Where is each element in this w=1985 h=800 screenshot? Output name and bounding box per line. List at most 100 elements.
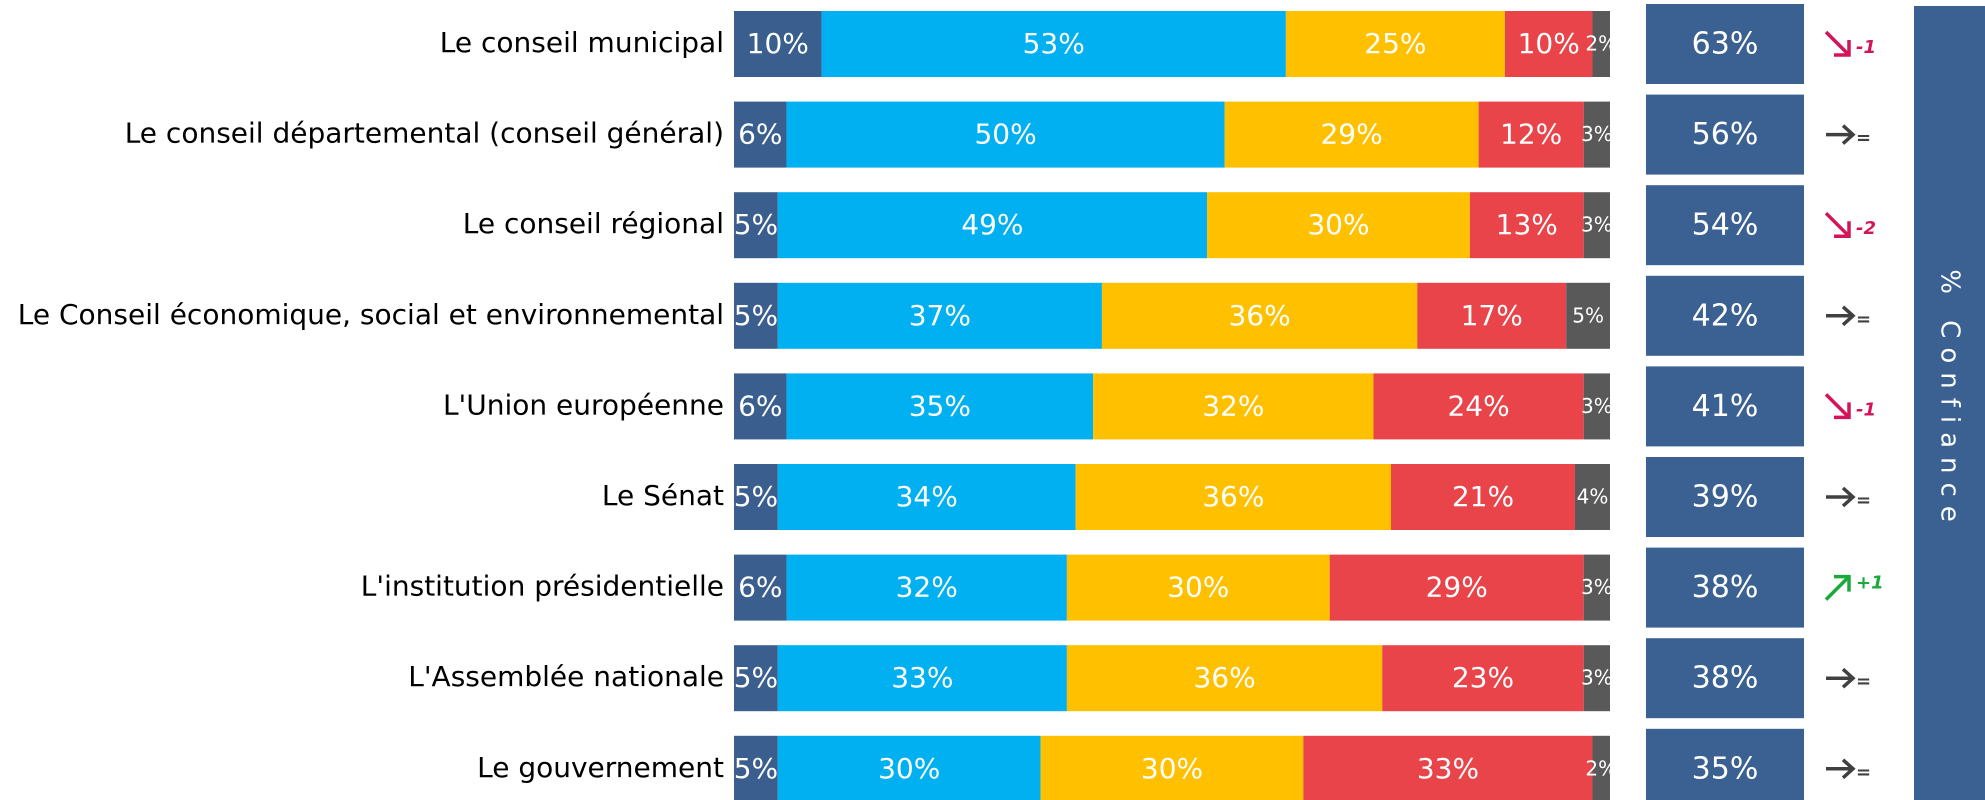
bar-segment xyxy=(1469,192,1584,259)
bar-value-label: 32% xyxy=(896,571,958,604)
confidence-label: 63% xyxy=(1692,27,1759,62)
bar-segment xyxy=(777,282,1102,349)
bar-segment xyxy=(1224,101,1479,168)
trend-label: = xyxy=(1856,490,1871,511)
bar-value-label: 24% xyxy=(1447,389,1509,422)
bar-segment xyxy=(734,282,778,349)
confidence-label: 35% xyxy=(1692,751,1759,786)
category-label: Le Sénat xyxy=(602,479,724,512)
bar-value-label: 30% xyxy=(878,752,940,785)
bar-segment xyxy=(1504,11,1593,77)
confidence-label: 39% xyxy=(1692,480,1759,515)
bar-value-label: 3% xyxy=(1581,122,1613,146)
trend-label: = xyxy=(1856,128,1871,149)
bar-value-label: 10% xyxy=(1518,27,1580,60)
bar-segment xyxy=(1285,11,1505,77)
bar-value-label: 53% xyxy=(1023,27,1085,60)
category-label: Le conseil départemental (conseil généra… xyxy=(125,117,724,150)
confidence-box xyxy=(1646,275,1804,356)
bar-value-label: 50% xyxy=(974,118,1036,151)
bar-segment xyxy=(734,101,787,168)
confidence-box xyxy=(1646,547,1804,628)
bar-segment xyxy=(1329,554,1584,621)
trend-arrowhead xyxy=(1841,124,1856,145)
trend-label: = xyxy=(1856,671,1871,692)
side-panel xyxy=(1914,6,1985,800)
bar-value-label: 32% xyxy=(1202,389,1264,422)
trend-label: -2 xyxy=(1856,218,1876,239)
bar-segment xyxy=(1566,282,1610,349)
bar-segment xyxy=(777,735,1041,800)
category-label: Le Conseil économique, social et environ… xyxy=(18,298,724,331)
confidence-box xyxy=(1646,728,1804,800)
trend-arrow xyxy=(1824,576,1850,601)
bar-value-label: 34% xyxy=(896,480,958,513)
trend-label: -1 xyxy=(1856,37,1876,58)
bar-value-label: 5% xyxy=(734,480,778,513)
confidence-box xyxy=(1646,94,1804,175)
trend-label: = xyxy=(1856,762,1871,783)
trend-arrowhead xyxy=(1841,305,1856,327)
trend-arrow xyxy=(1824,211,1850,237)
bar-value-label: 13% xyxy=(1496,208,1558,241)
category-label: Le conseil régional xyxy=(463,207,724,240)
bar-segment xyxy=(734,464,778,530)
category-label: L'Union européenne xyxy=(443,388,724,421)
confidence-label: 42% xyxy=(1692,298,1759,333)
bar-value-label: 25% xyxy=(1364,27,1426,60)
bar-segment xyxy=(1583,554,1610,621)
bar-segment xyxy=(1583,373,1610,440)
category-label: L'institution présidentielle xyxy=(361,570,724,603)
bar-value-label: 5% xyxy=(734,752,778,785)
bar-value-label: 30% xyxy=(1141,752,1203,785)
bar-value-label: 35% xyxy=(909,389,971,422)
bar-segment xyxy=(1592,735,1610,800)
category-label: L'Assemblée nationale xyxy=(408,660,724,693)
trend-arrowhead xyxy=(1834,574,1851,592)
bar-value-label: 36% xyxy=(1228,299,1290,332)
bar-segment xyxy=(1417,282,1567,349)
bar-value-label: 21% xyxy=(1452,480,1514,513)
bar-segment xyxy=(734,373,787,440)
bar-segment xyxy=(1066,554,1330,621)
confidence-label: 56% xyxy=(1692,117,1759,152)
bar-value-label: 6% xyxy=(738,389,782,422)
bar-value-label: 29% xyxy=(1426,571,1488,604)
bar-segment xyxy=(786,373,1094,440)
bar-segment xyxy=(1391,464,1575,530)
confidence-box xyxy=(1646,457,1804,537)
confidence-label: 54% xyxy=(1692,208,1759,243)
trend-arrowhead xyxy=(1834,402,1851,420)
category-label: Le conseil municipal xyxy=(440,26,724,59)
bar-segment xyxy=(1478,101,1584,168)
bar-segment xyxy=(1583,645,1610,712)
trend-arrowhead xyxy=(1841,758,1856,780)
bar-value-label: 2% xyxy=(1585,756,1617,780)
bar-value-label: 30% xyxy=(1167,571,1229,604)
bar-segment xyxy=(734,554,787,621)
bar-segment xyxy=(777,192,1208,259)
bar-segment xyxy=(1583,192,1610,259)
bar-value-label: 10% xyxy=(747,27,809,60)
trend-label: -1 xyxy=(1856,399,1876,420)
bar-segment xyxy=(1066,645,1383,712)
side-label: % Confiance xyxy=(1935,269,1965,531)
bar-value-label: 3% xyxy=(1581,213,1613,237)
bar-value-label: 3% xyxy=(1581,575,1613,599)
bar-segment xyxy=(1303,735,1593,800)
bar-segment xyxy=(1583,101,1610,168)
confidence-box xyxy=(1646,185,1804,266)
bar-value-label: 5% xyxy=(734,299,778,332)
confidence-label: 38% xyxy=(1692,570,1759,605)
bar-value-label: 6% xyxy=(738,571,782,604)
category-label: Le gouvernement xyxy=(477,751,724,784)
confidence-box xyxy=(1646,366,1804,447)
trend-arrowhead xyxy=(1834,221,1851,238)
bar-segment xyxy=(734,735,778,800)
bar-segment xyxy=(1101,282,1418,349)
bar-segment xyxy=(734,192,778,259)
bar-value-label: 23% xyxy=(1452,661,1514,694)
bar-value-label: 3% xyxy=(1581,666,1613,690)
bar-value-label: 49% xyxy=(961,208,1023,241)
